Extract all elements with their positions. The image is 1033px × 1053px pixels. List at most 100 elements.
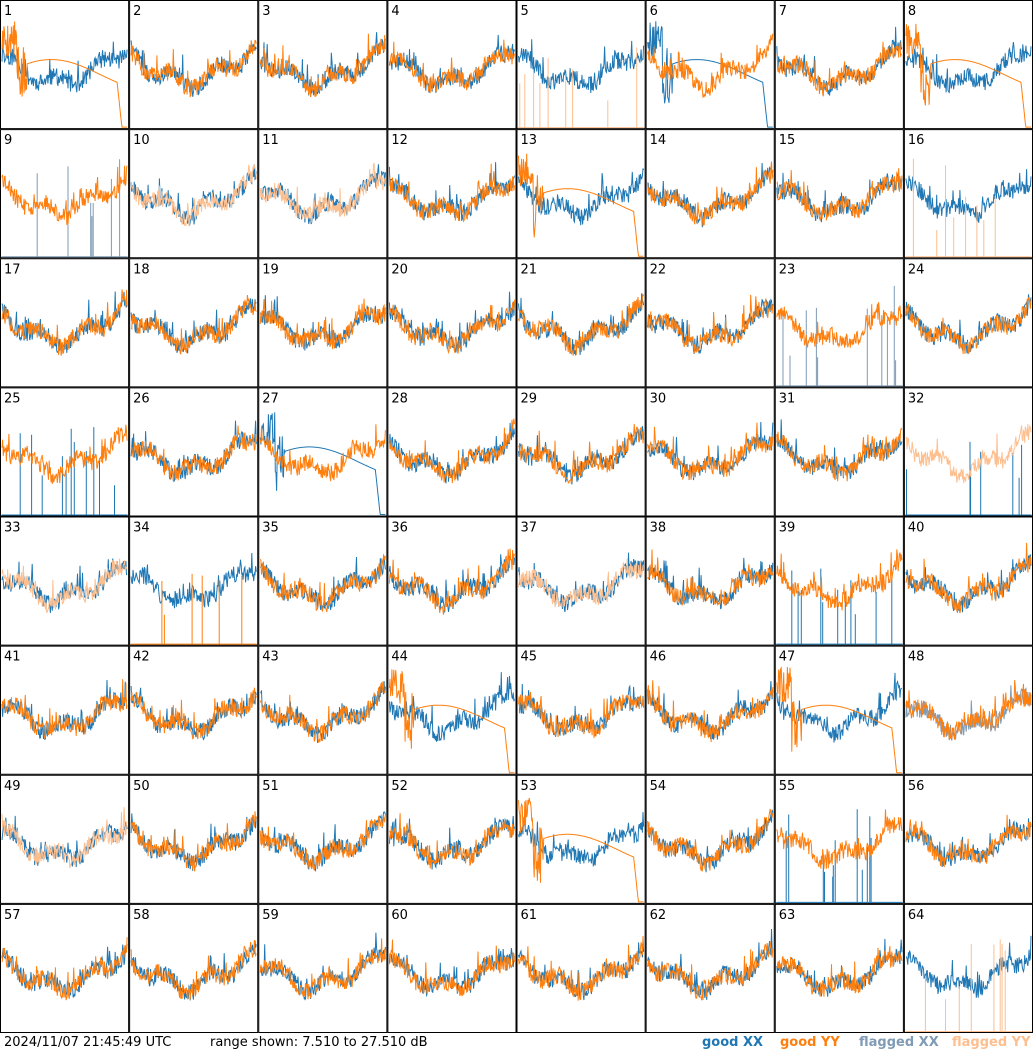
panel-label: 14 (650, 133, 667, 148)
panel-border (387, 516, 517, 646)
flagged-yy-line (905, 939, 1032, 1032)
panel-13: 13 (516, 129, 646, 259)
panel-32: 32 (903, 387, 1033, 517)
good-xx-line (518, 426, 645, 485)
panel-label: 38 (650, 521, 667, 536)
good-yy-line (388, 418, 515, 484)
panel-7: 7 (774, 0, 904, 130)
good-yy-line (905, 23, 1031, 128)
panel-label: 51 (262, 779, 279, 794)
good-xx-line (776, 672, 903, 743)
good-xx-line (905, 441, 1032, 516)
good-yy-line (776, 41, 902, 97)
panel-label: 15 (779, 133, 796, 148)
panel-35: 35 (258, 516, 388, 646)
flagged-xx-line (1, 159, 128, 258)
panel-34: 34 (129, 516, 259, 646)
good-yy-line (259, 424, 386, 482)
panel-border (0, 645, 130, 775)
panel-29: 29 (516, 387, 646, 517)
good-yy-line (130, 811, 257, 872)
legend-flagged-yy: flagged YY (952, 1035, 1031, 1050)
good-yy-line (130, 425, 257, 482)
flagged-yy-line (905, 423, 1032, 484)
panel-label: 42 (133, 650, 150, 665)
good-yy-line (130, 939, 257, 1000)
panel-border (645, 774, 775, 904)
panel-label: 57 (4, 908, 21, 923)
panel-label: 39 (779, 521, 796, 536)
good-yy-line (518, 935, 645, 1001)
good-yy-line (518, 153, 644, 257)
panel-3: 3 (258, 0, 388, 130)
good-yy-line (647, 33, 774, 99)
good-yy-line (259, 814, 386, 871)
good-yy-line (647, 680, 774, 743)
good-yy-line (647, 549, 774, 607)
panel-51: 51 (258, 774, 388, 904)
panel-label: 43 (262, 650, 279, 665)
good-yy-line (905, 679, 1032, 740)
good-yy-line (776, 302, 903, 349)
panel-label: 25 (4, 391, 21, 406)
panel-label: 54 (650, 779, 667, 794)
panel-border (516, 774, 646, 904)
panel-label: 55 (779, 779, 796, 794)
panel-label: 62 (650, 908, 667, 923)
panel-label: 26 (133, 391, 150, 406)
good-yy-line (1, 289, 128, 356)
panel-border (516, 387, 646, 517)
panel-label: 9 (4, 133, 12, 148)
panel-label: 59 (262, 908, 279, 923)
good-yy-line (776, 427, 903, 482)
panel-label: 21 (521, 262, 538, 277)
panel-50: 50 (129, 774, 259, 904)
panel-border (258, 0, 388, 130)
panel-63: 63 (774, 903, 904, 1033)
panel-48: 48 (903, 645, 1033, 775)
panel-label: 28 (391, 391, 408, 406)
good-yy-line (259, 938, 386, 1000)
range-text: range shown: 7.510 to 27.510 dB (210, 1035, 428, 1050)
panel-border (903, 129, 1033, 259)
panel-9: 9 (0, 129, 130, 259)
panel-40: 40 (903, 516, 1033, 646)
panel-49: 49 (0, 774, 130, 904)
good-yy-line (647, 422, 774, 481)
good-yy-line (259, 681, 386, 743)
good-xx-line (518, 39, 645, 94)
good-xx-line (905, 169, 1032, 223)
panel-border (387, 645, 517, 775)
good-xx-line (776, 809, 903, 903)
panel-label: 47 (779, 650, 796, 665)
good-xx-line (1, 427, 128, 516)
panel-10: 10 (129, 129, 259, 259)
timestamp: 2024/11/07 21:45:49 UTC (4, 1035, 172, 1050)
panel-label: 30 (650, 391, 667, 406)
good-yy-line (776, 946, 903, 997)
panel-30: 30 (645, 387, 775, 517)
flagged-yy-line (1, 807, 128, 868)
good-xx-line (259, 932, 386, 1001)
good-yy-line (1, 424, 128, 485)
panel-label: 22 (650, 262, 667, 277)
panel-border (774, 903, 904, 1033)
good-yy-line (905, 295, 1032, 355)
good-xx-line (259, 412, 386, 515)
panel-border (0, 0, 130, 130)
good-yy-line (776, 168, 903, 222)
panel-55: 55 (774, 774, 904, 904)
panel-label: 12 (391, 133, 408, 148)
good-yy-line (388, 939, 515, 997)
good-yy-line (647, 941, 774, 1001)
panel-46: 46 (645, 645, 775, 775)
panel-label: 17 (4, 262, 21, 277)
panel-33: 33 (0, 516, 130, 646)
good-xx-line (905, 935, 1032, 998)
panel-label: 58 (133, 908, 150, 923)
panel-8: 8 (903, 0, 1033, 130)
good-xx-line (905, 41, 1032, 94)
good-yy-line (647, 294, 774, 354)
good-yy-line (130, 294, 257, 355)
panel-43: 43 (258, 645, 388, 775)
